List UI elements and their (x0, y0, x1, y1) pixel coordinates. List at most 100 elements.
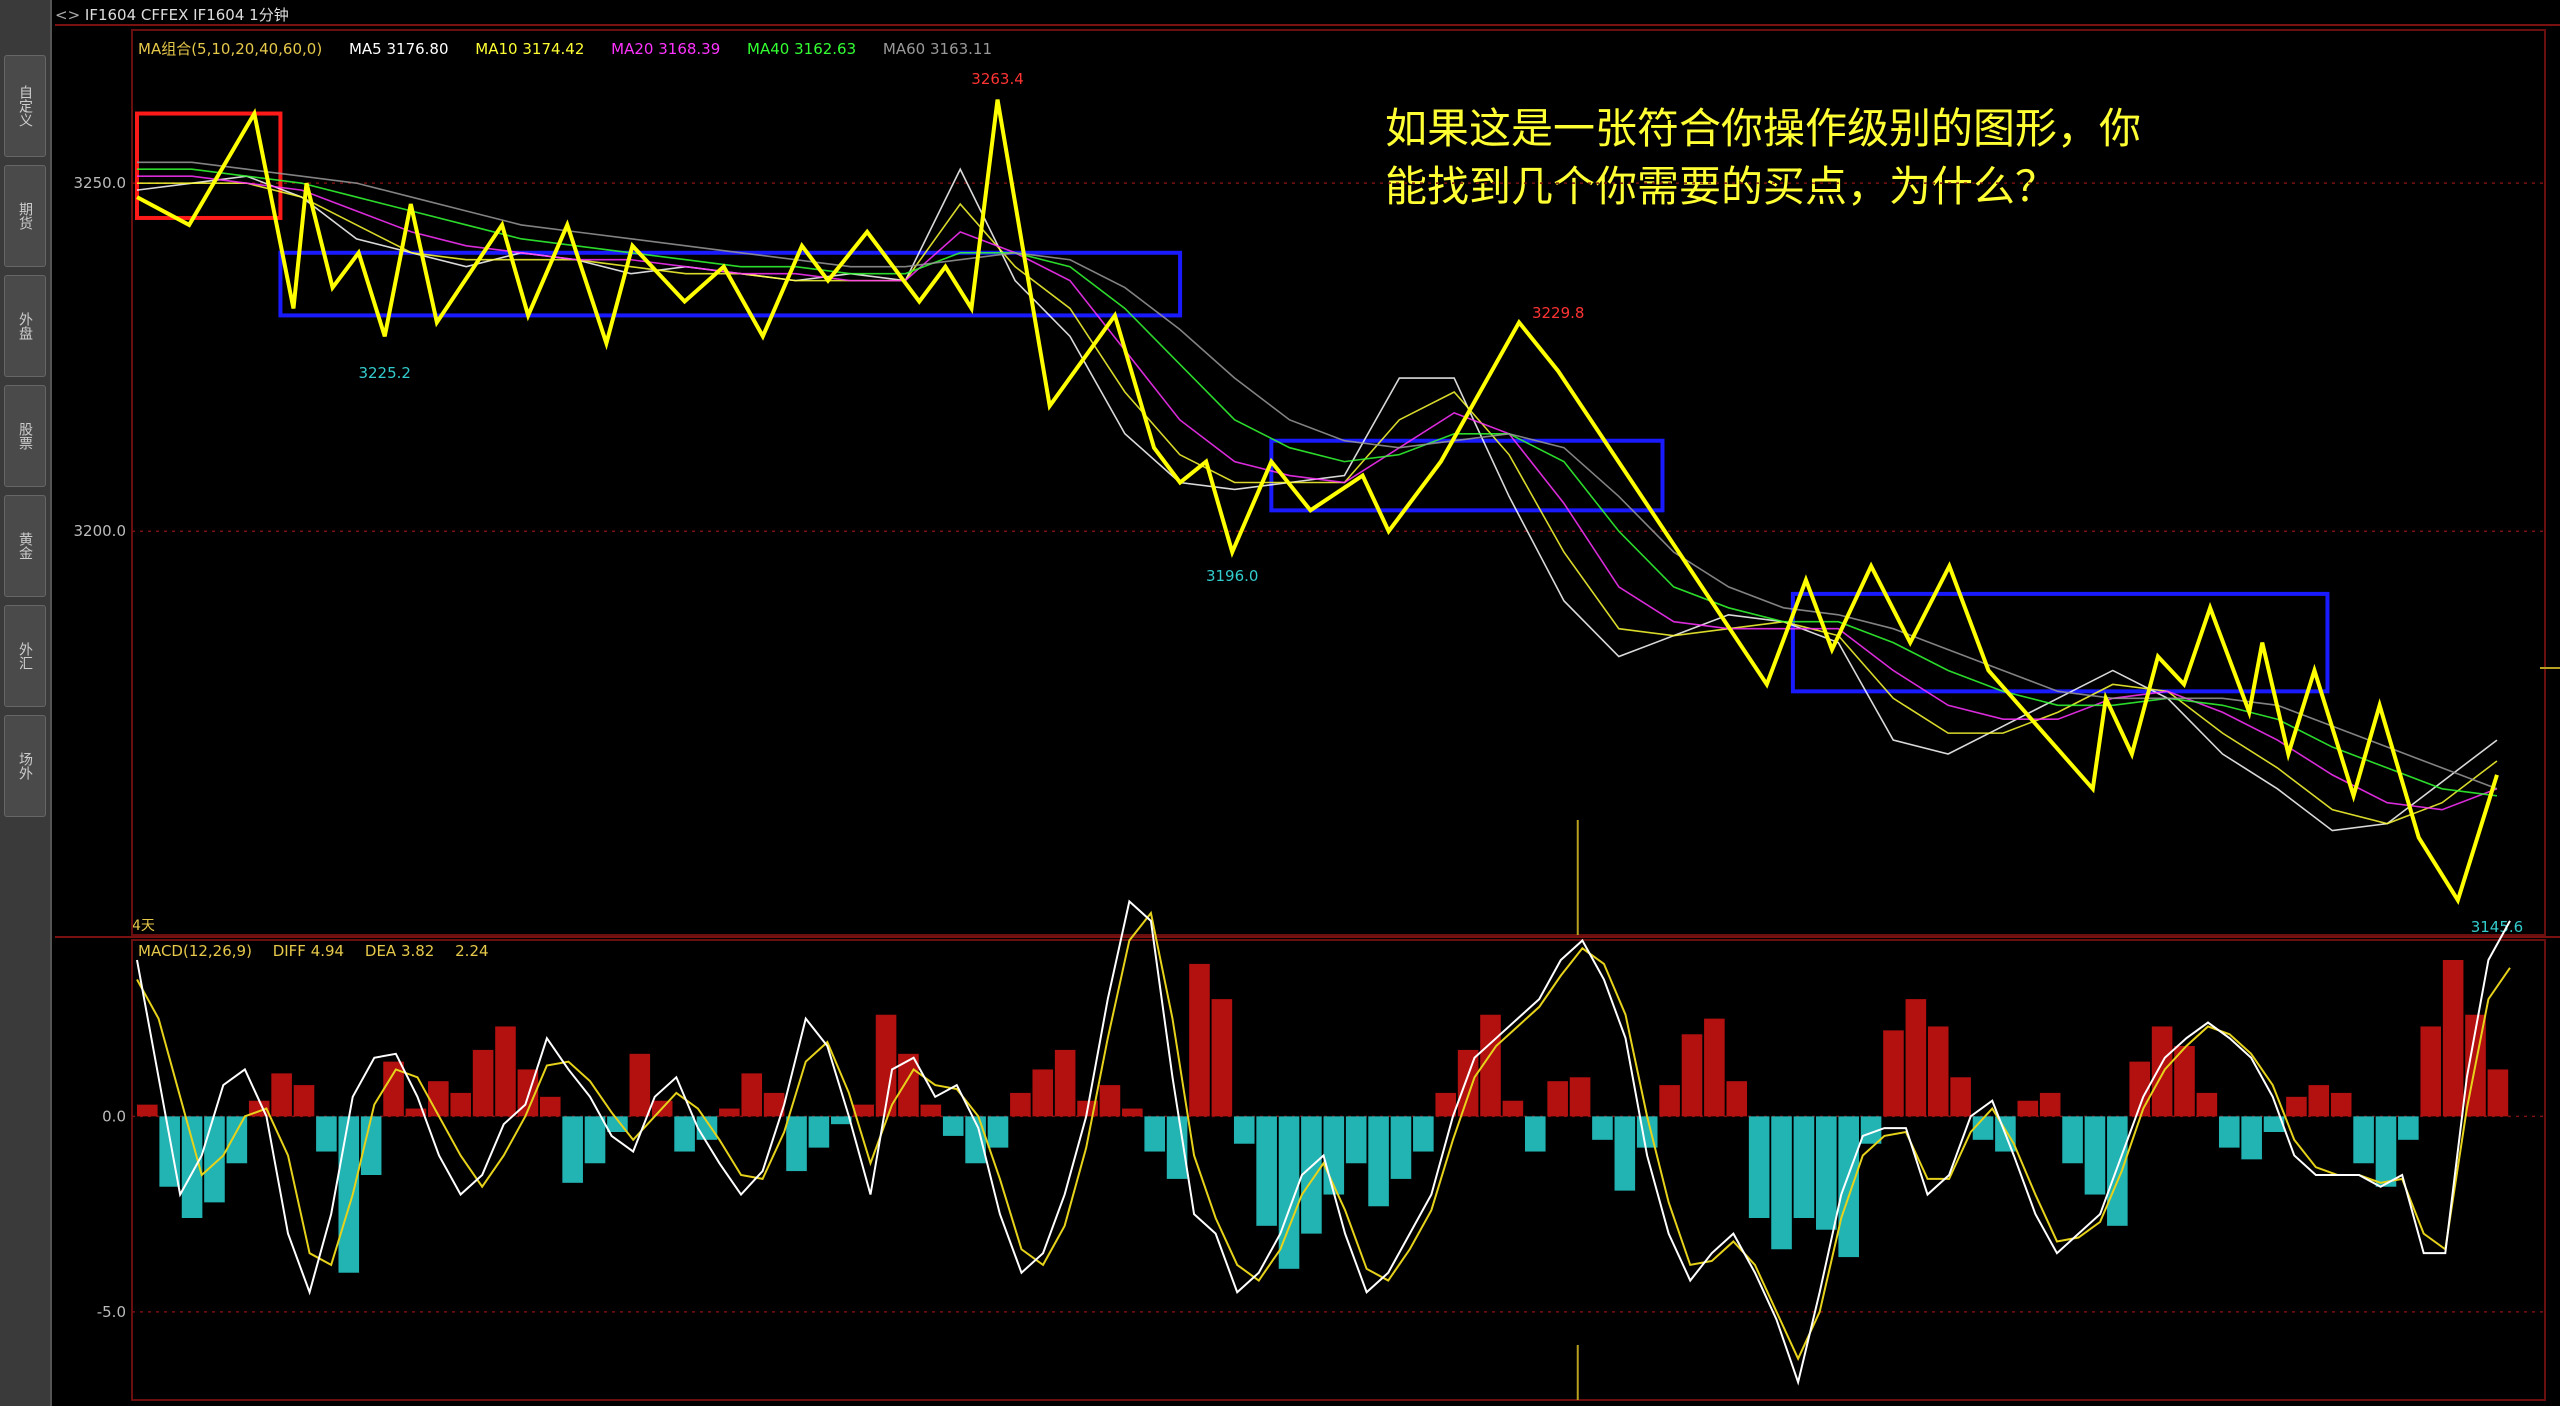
sidebar: 自定义 期货 外盘 股票 黄金 外汇 场外 (0, 0, 52, 1406)
macd-diff-value: DIFF 4.94 (272, 942, 345, 960)
macd-histogram-bar (2039, 1092, 2061, 1117)
macd-histogram-bar (2084, 1116, 2106, 1195)
macd-histogram-bar (1099, 1085, 1121, 1117)
macd-histogram-bar (965, 1116, 986, 1164)
macd-histogram-bar (830, 1116, 852, 1125)
macd-histogram-bar (2398, 1116, 2419, 1140)
ma-group-label[interactable]: MA组合(5,10,20,40,60,0) (138, 40, 323, 58)
macd-histogram-bar (1883, 1030, 1904, 1117)
macd-histogram-bar (987, 1116, 1009, 1148)
macd-histogram-bar (942, 1116, 964, 1136)
macd-histogram-bar (2241, 1116, 2262, 1160)
ma40-label: MA40 3162.63 (747, 40, 857, 58)
macd-histogram-bar (1032, 1069, 1054, 1117)
chart-title: IF1604 CFFEX IF1604 1分钟 (84, 6, 289, 24)
tab-gold[interactable]: 黄金 (4, 495, 46, 597)
price-extreme-label: 3196.0 (1206, 567, 1259, 585)
macd-histogram-bar (2420, 1026, 2442, 1117)
macd-histogram-bar (539, 1096, 561, 1117)
macd-histogram-bar (2263, 1116, 2285, 1132)
macd-histogram-bar (1413, 1116, 1434, 1152)
macd-histogram-bar (741, 1073, 763, 1117)
macd-histogram-bar (1278, 1116, 1300, 1269)
macd-histogram-bar (1054, 1049, 1076, 1117)
macd-histogram-bar (450, 1092, 472, 1117)
macd-histogram-bar (2017, 1100, 2039, 1117)
macd-histogram-bar (808, 1116, 830, 1148)
macd-histogram-bar (1256, 1116, 1277, 1226)
macd-histogram-bar (1927, 1026, 1949, 1117)
macd-histogram-bar (405, 1108, 427, 1117)
macd-histogram-bar (1301, 1116, 1322, 1234)
macd-histogram-bar (2487, 1069, 2509, 1117)
macd-histogram-bar (2129, 1061, 2151, 1117)
macd-histogram-bar (875, 1014, 897, 1117)
macd-dea-value: DEA 3.82 (364, 942, 435, 960)
macd-histogram-bar (1457, 1049, 1479, 1117)
macd-name[interactable]: MACD(12,26,9) (138, 942, 252, 960)
tab-otc[interactable]: 场外 (4, 715, 46, 817)
price-extreme-label: 3225.2 (358, 364, 411, 382)
price-panel-frame (131, 29, 2546, 936)
macd-histogram-bar (1838, 1116, 1859, 1258)
tab-stocks[interactable]: 股票 (4, 385, 46, 487)
consolidation-box (1269, 438, 1665, 513)
nav-arrows-icon[interactable]: <> (55, 6, 81, 24)
ma60-label: MA60 3163.11 (882, 40, 993, 58)
macd-histogram-bar (1950, 1077, 1971, 1117)
macd-histogram-bar (1233, 1116, 1255, 1144)
consolidation-box (135, 111, 283, 220)
macd-tick-label: 0.0 (102, 1107, 126, 1125)
macd-histogram-bar (629, 1053, 651, 1117)
macd-histogram-bar (2218, 1116, 2240, 1148)
tab-futures[interactable]: 期货 (4, 165, 46, 267)
price-extreme-label: 3145.6 (2471, 918, 2524, 936)
macd-histogram-bar (1659, 1085, 1680, 1117)
macd-hist-value: 2.24 (455, 942, 489, 960)
macd-histogram-bar (674, 1116, 695, 1152)
macd-histogram-bar (719, 1108, 740, 1117)
macd-histogram-bar (1905, 999, 1927, 1117)
ma-line-ma5 (136, 167, 2498, 832)
macd-histogram-bar (428, 1081, 449, 1117)
tab-foreign-market[interactable]: 外盘 (4, 275, 46, 377)
macd-histogram-bar (2375, 1116, 2397, 1187)
macd-histogram-bar (1345, 1116, 1367, 1164)
zigzag-line (136, 99, 2499, 905)
macd-histogram-bar (584, 1116, 606, 1164)
macd-histogram-bar (696, 1116, 718, 1140)
macd-histogram-bar (226, 1116, 248, 1164)
macd-histogram-bar (2330, 1092, 2352, 1117)
ma5-label: MA5 3176.80 (348, 40, 449, 58)
macd-histogram-bar (1972, 1116, 1994, 1140)
macd-histogram-bar (2196, 1092, 2218, 1117)
macd-histogram-bar (1524, 1116, 1546, 1152)
macd-dea-line (136, 910, 2511, 1362)
consolidation-box (278, 250, 1183, 318)
macd-histogram-bar (1748, 1116, 1770, 1218)
macd-histogram-bar (1592, 1116, 1613, 1140)
macd-legend: MACD(12,26,9) DIFF 4.94 DEA 3.82 2.24 (138, 942, 505, 960)
macd-histogram-bar (1480, 1014, 1501, 1117)
macd-histogram-bar (204, 1116, 225, 1203)
macd-panel-frame (131, 939, 2546, 1401)
macd-histogram-bar (1614, 1116, 1636, 1191)
macd-histogram-bar (2353, 1116, 2374, 1164)
macd-histogram-bar (495, 1026, 516, 1117)
tab-forex[interactable]: 外汇 (4, 605, 46, 707)
macd-histogram-bar (1704, 1018, 1725, 1117)
macd-histogram-bar (2442, 960, 2464, 1117)
macd-histogram-bar (137, 1104, 158, 1117)
macd-histogram-bar (1323, 1116, 1345, 1195)
macd-histogram-bar (1435, 1092, 1457, 1117)
macd-histogram-bar (920, 1104, 942, 1117)
macd-histogram-bar (1726, 1081, 1748, 1117)
macd-histogram-bar (383, 1061, 404, 1117)
macd-diff-line (136, 899, 2511, 1386)
macd-histogram-bar (1010, 1092, 1031, 1117)
macd-histogram-bar (1166, 1116, 1188, 1179)
tab-custom[interactable]: 自定义 (4, 55, 46, 157)
macd-histogram-bar (1144, 1116, 1166, 1152)
macd-histogram-bar (360, 1116, 382, 1175)
